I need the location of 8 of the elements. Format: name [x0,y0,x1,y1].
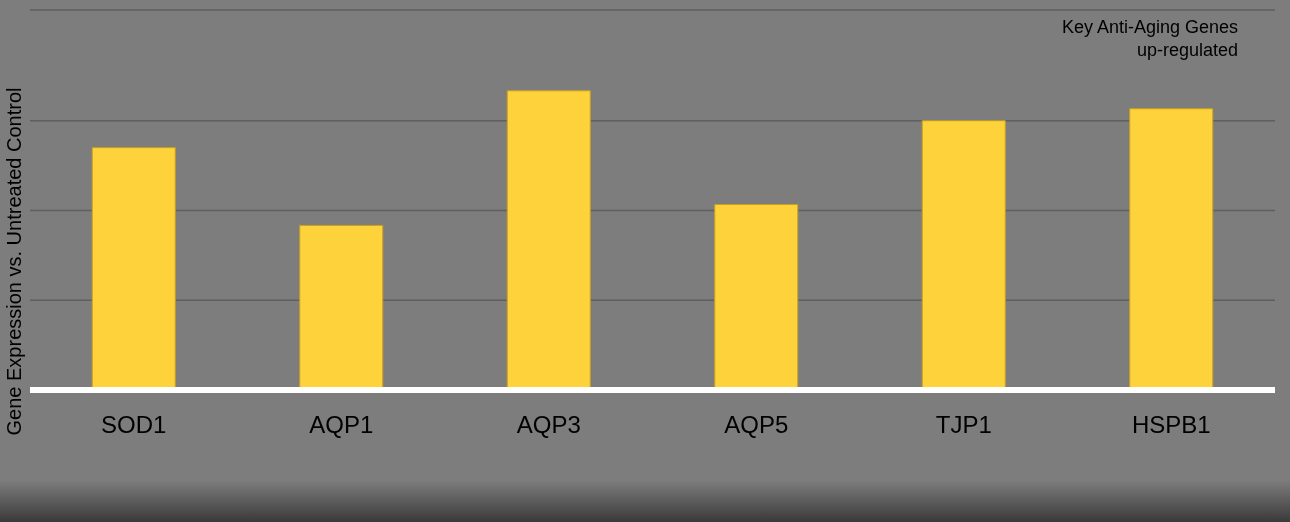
y-axis-title: Gene Expression vs. Untreated Control [3,87,27,435]
x-tick-label: HSPB1 [1131,411,1211,439]
x-tick-label: AQP3 [516,411,581,439]
text: Key Anti-Aging Genes up-regulated [1060,16,1238,62]
x-tick-label: AQP1 [309,411,374,439]
x-tick-label: SOD1 [101,411,167,439]
x-tick-label: AQP5 [724,411,789,439]
x-tick-label: TJP1 [935,411,992,439]
